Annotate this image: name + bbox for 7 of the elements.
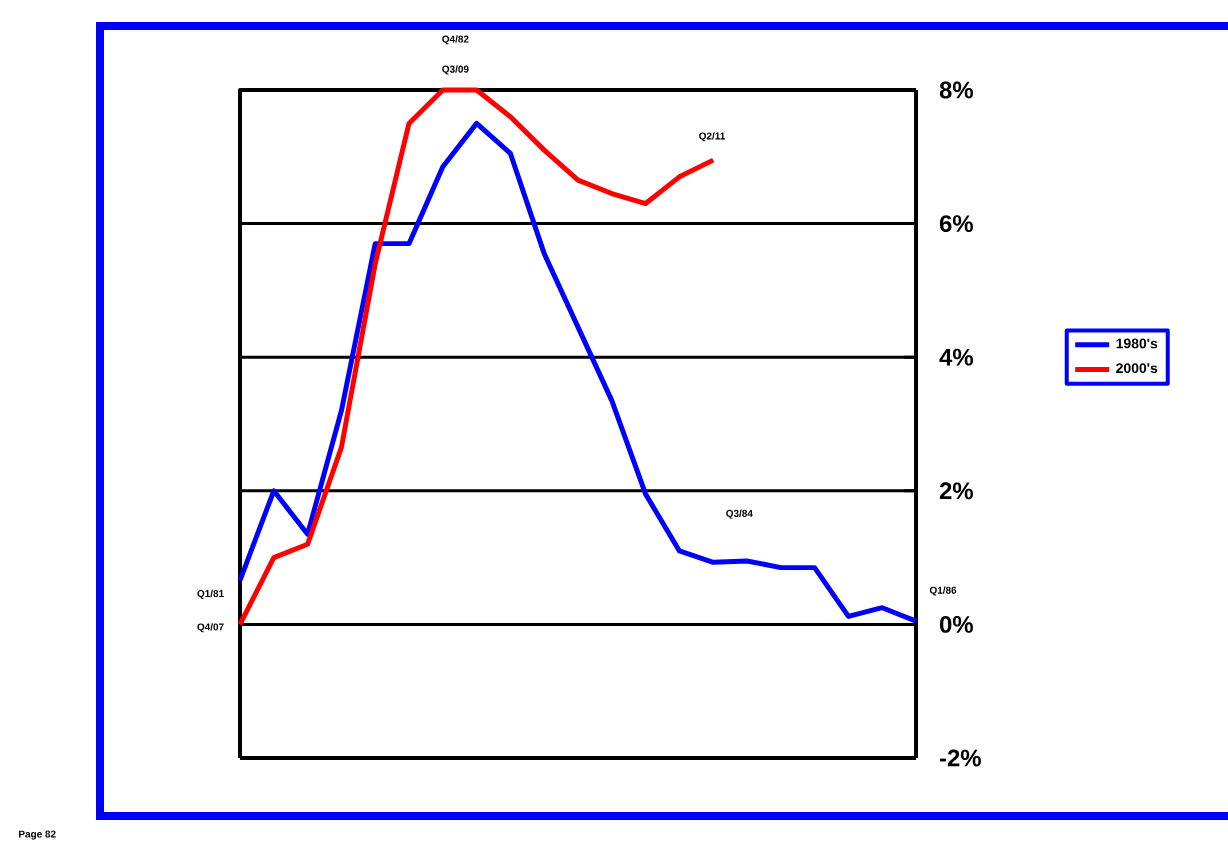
- line-series: [237, 120, 919, 624]
- y-tick-label: 4%: [939, 348, 973, 366]
- y-tick-label: 6%: [939, 215, 973, 233]
- y-tick-label: 8%: [939, 81, 973, 99]
- y-tick-label: 2%: [939, 482, 973, 500]
- y-tick-label: 0%: [940, 615, 973, 633]
- y-tick-label: -2%: [940, 749, 981, 767]
